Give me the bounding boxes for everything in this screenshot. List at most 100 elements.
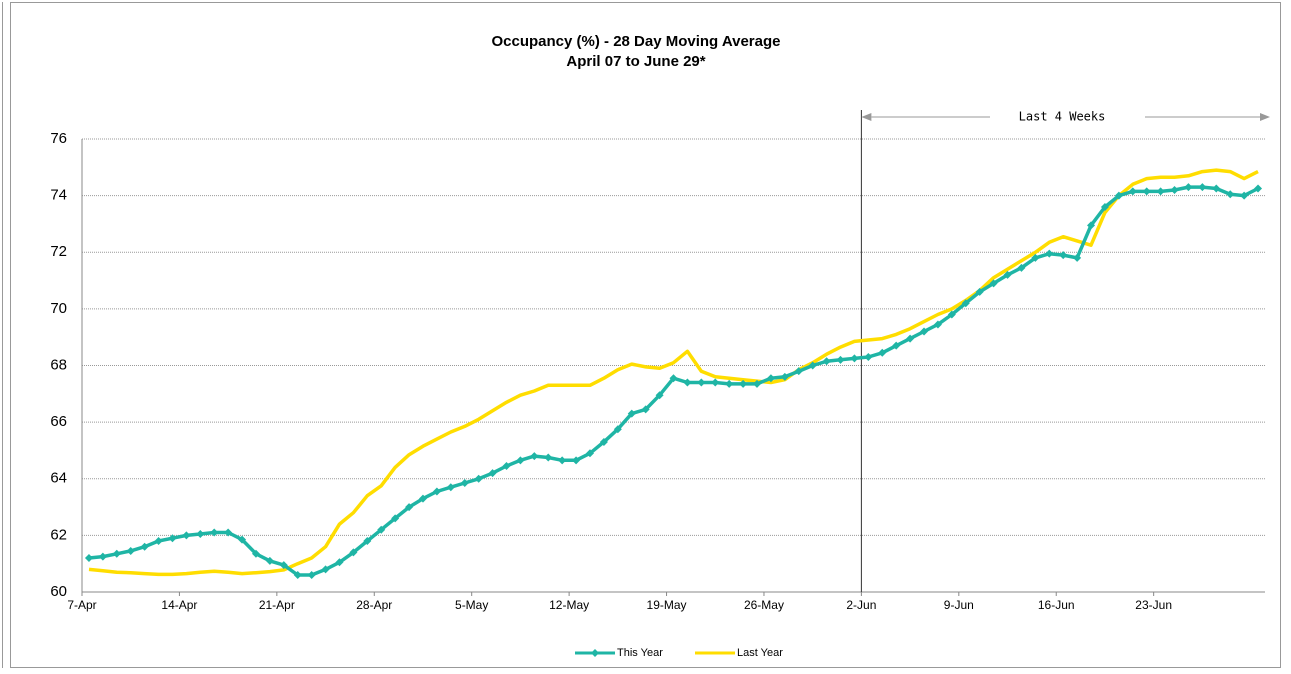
point-marker — [126, 546, 135, 555]
point-marker — [182, 531, 191, 540]
y-tick-label: 64 — [50, 470, 67, 487]
point-marker — [1003, 270, 1012, 279]
point-marker — [1114, 191, 1123, 200]
point-marker — [836, 355, 845, 364]
point-marker — [154, 537, 163, 546]
point-marker — [265, 556, 274, 565]
point-marker — [753, 379, 762, 388]
point-marker — [808, 361, 817, 370]
point-marker — [251, 549, 260, 558]
point-marker — [279, 561, 288, 570]
point-marker — [84, 554, 93, 563]
point-marker — [1156, 187, 1165, 196]
point-marker — [377, 525, 386, 534]
point-marker — [725, 379, 734, 388]
point-marker — [822, 357, 831, 366]
point-marker — [335, 558, 344, 567]
point-marker — [1100, 202, 1109, 211]
annotation: Last 4 Weeks — [1019, 110, 1106, 124]
point-marker — [572, 456, 581, 465]
y-tick-label: 72 — [50, 243, 67, 260]
point-marker — [544, 453, 553, 462]
point-marker — [947, 310, 956, 319]
point-marker — [349, 548, 358, 557]
point-marker — [168, 534, 177, 543]
point-marker — [1059, 251, 1068, 260]
series-line — [88, 168, 1259, 577]
point-marker — [432, 487, 441, 496]
point-marker — [1198, 183, 1207, 192]
arrow-head — [1260, 113, 1270, 121]
x-tick-label: 14-Apr — [161, 598, 197, 612]
point-marker — [530, 452, 539, 461]
point-marker — [112, 549, 121, 558]
point-marker — [585, 449, 594, 458]
point-marker — [627, 409, 636, 418]
point-marker — [697, 378, 706, 387]
point-marker — [1142, 187, 1151, 196]
point-marker — [850, 354, 859, 363]
legend-label: This Year — [617, 647, 663, 659]
point-marker — [961, 299, 970, 308]
point-marker — [558, 456, 567, 465]
x-tick-label: 7-Apr — [67, 598, 96, 612]
point-marker — [321, 565, 330, 574]
point-marker — [1128, 187, 1137, 196]
point-marker — [98, 552, 107, 561]
point-marker — [669, 374, 678, 383]
point-marker — [1240, 191, 1249, 200]
x-tick-label: 26-May — [744, 598, 784, 612]
x-tick-label: 12-May — [549, 598, 589, 612]
point-marker — [864, 353, 873, 362]
point-marker — [1087, 221, 1096, 230]
point-marker — [238, 535, 247, 544]
y-tick-label: 74 — [50, 187, 67, 204]
point-marker — [920, 327, 929, 336]
point-marker — [933, 320, 942, 329]
x-tick-label: 28-Apr — [356, 598, 392, 612]
point-marker — [391, 514, 400, 523]
x-tick-label: 21-Apr — [259, 598, 295, 612]
x-tick-label: 23-Jun — [1135, 598, 1172, 612]
point-marker — [488, 469, 497, 478]
point-marker — [224, 528, 233, 537]
y-tick-label: 68 — [50, 356, 67, 373]
chart-frame — [10, 2, 1281, 668]
chart-title: Occupancy (%) - 28 Day Moving Average — [492, 33, 781, 50]
x-tick-label: 16-Jun — [1038, 598, 1075, 612]
point-marker — [1254, 184, 1263, 193]
point-marker — [1045, 249, 1054, 258]
point-marker — [1017, 263, 1026, 272]
y-tick-label: 62 — [50, 526, 67, 543]
point-marker — [405, 503, 414, 512]
point-marker — [641, 405, 650, 414]
point-marker — [1184, 183, 1193, 192]
y-tick-label: 66 — [50, 413, 67, 430]
point-marker — [683, 378, 692, 387]
point-marker — [140, 542, 149, 551]
chart-subtitle: April 07 to June 29* — [566, 53, 705, 70]
legend-label: Last Year — [737, 647, 783, 659]
point-marker — [293, 571, 302, 580]
y-tick-label: 60 — [50, 583, 67, 600]
point-marker — [1031, 253, 1040, 262]
point-marker — [711, 378, 720, 387]
point-marker — [418, 494, 427, 503]
point-marker — [363, 537, 372, 546]
point-marker — [989, 279, 998, 288]
point-marker — [196, 529, 205, 538]
point-marker — [502, 462, 511, 471]
point-marker — [975, 287, 984, 296]
x-tick-label: 19-May — [647, 598, 687, 612]
legend-marker — [591, 649, 599, 657]
point-marker — [878, 348, 887, 357]
point-marker — [613, 425, 622, 434]
point-marker — [210, 528, 219, 537]
x-tick-label: 5-May — [455, 598, 488, 612]
arrow-head — [861, 113, 872, 121]
y-tick-label: 76 — [50, 130, 67, 147]
point-marker — [307, 571, 316, 580]
point-marker — [1212, 184, 1221, 193]
point-marker — [1073, 253, 1082, 262]
